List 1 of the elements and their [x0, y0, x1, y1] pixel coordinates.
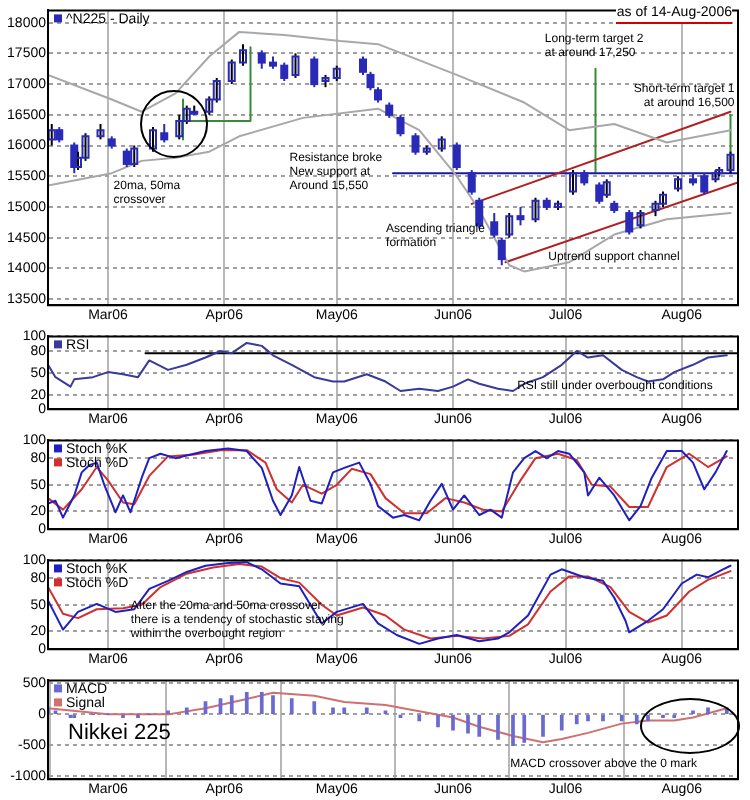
text: Nikkei 225: [68, 721, 171, 746]
